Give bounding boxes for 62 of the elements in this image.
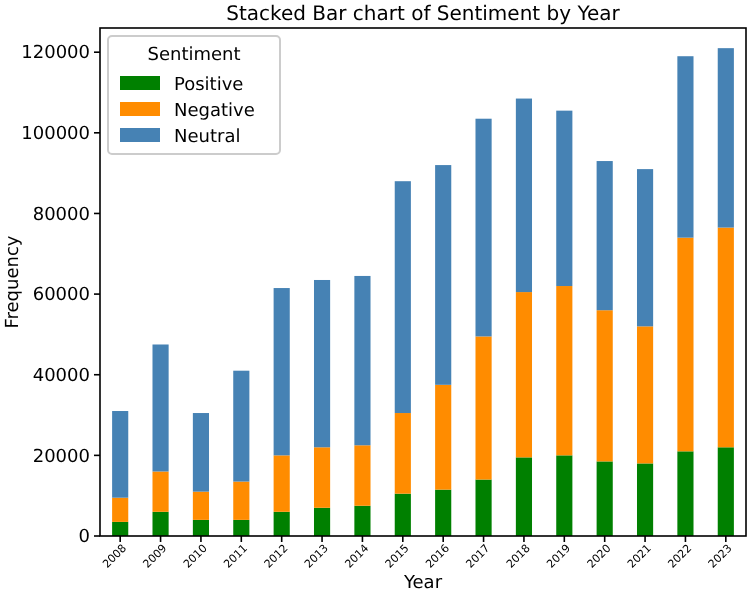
bar (596, 161, 613, 311)
bar (152, 511, 169, 536)
bar (152, 471, 169, 512)
bar (233, 481, 250, 520)
legend-label: Neutral (174, 128, 241, 149)
bar (435, 165, 452, 385)
bar (112, 411, 129, 498)
bar (435, 489, 452, 536)
y-tick-label: 120000 (21, 44, 91, 65)
y-tick-label: 80000 (32, 205, 91, 226)
bar (354, 505, 371, 536)
chart-title: Stacked Bar chart of Sentiment by Year (226, 4, 622, 26)
bar (112, 521, 129, 536)
bar (556, 110, 573, 287)
bar (596, 461, 613, 536)
bar (354, 275, 371, 446)
bar (636, 326, 654, 464)
bar (313, 279, 331, 448)
bar (354, 445, 371, 506)
bar (636, 169, 654, 327)
bar (233, 519, 250, 536)
bar (475, 118, 492, 337)
y-tick-label: 0 (78, 528, 91, 549)
bar (475, 336, 492, 480)
bar (677, 56, 694, 238)
bar (677, 237, 694, 452)
bar (677, 451, 694, 536)
bar (273, 288, 290, 456)
bar (717, 48, 734, 228)
bar (192, 491, 210, 520)
bar (313, 447, 331, 508)
bar (273, 455, 290, 512)
bar (273, 511, 290, 536)
y-tick-label: 100000 (21, 125, 91, 146)
bar (596, 310, 613, 462)
y-tick-label: 20000 (32, 447, 91, 468)
bar (394, 181, 411, 414)
bar (515, 292, 533, 458)
bar (313, 507, 331, 536)
bar (717, 447, 734, 536)
bar (636, 463, 654, 536)
y-tick-label: 60000 (32, 286, 91, 307)
bar (475, 479, 492, 536)
y-tick-label: 40000 (32, 367, 91, 388)
bar (394, 413, 411, 494)
bar (152, 344, 169, 472)
bar (717, 227, 734, 448)
bar (515, 457, 533, 536)
bar (192, 519, 210, 536)
bar (192, 413, 210, 492)
bar (394, 493, 411, 536)
bar (112, 497, 129, 522)
legend-label: Positive (174, 76, 245, 97)
bar (556, 286, 573, 456)
legend-label: Negative (174, 102, 256, 123)
y-axis-title: Frequency (4, 234, 24, 329)
bar (515, 98, 533, 293)
bar (556, 455, 573, 536)
legend-title: Sentiment (147, 46, 242, 66)
bar (435, 384, 452, 490)
x-axis-title: Year (401, 574, 443, 594)
bar (233, 370, 250, 482)
